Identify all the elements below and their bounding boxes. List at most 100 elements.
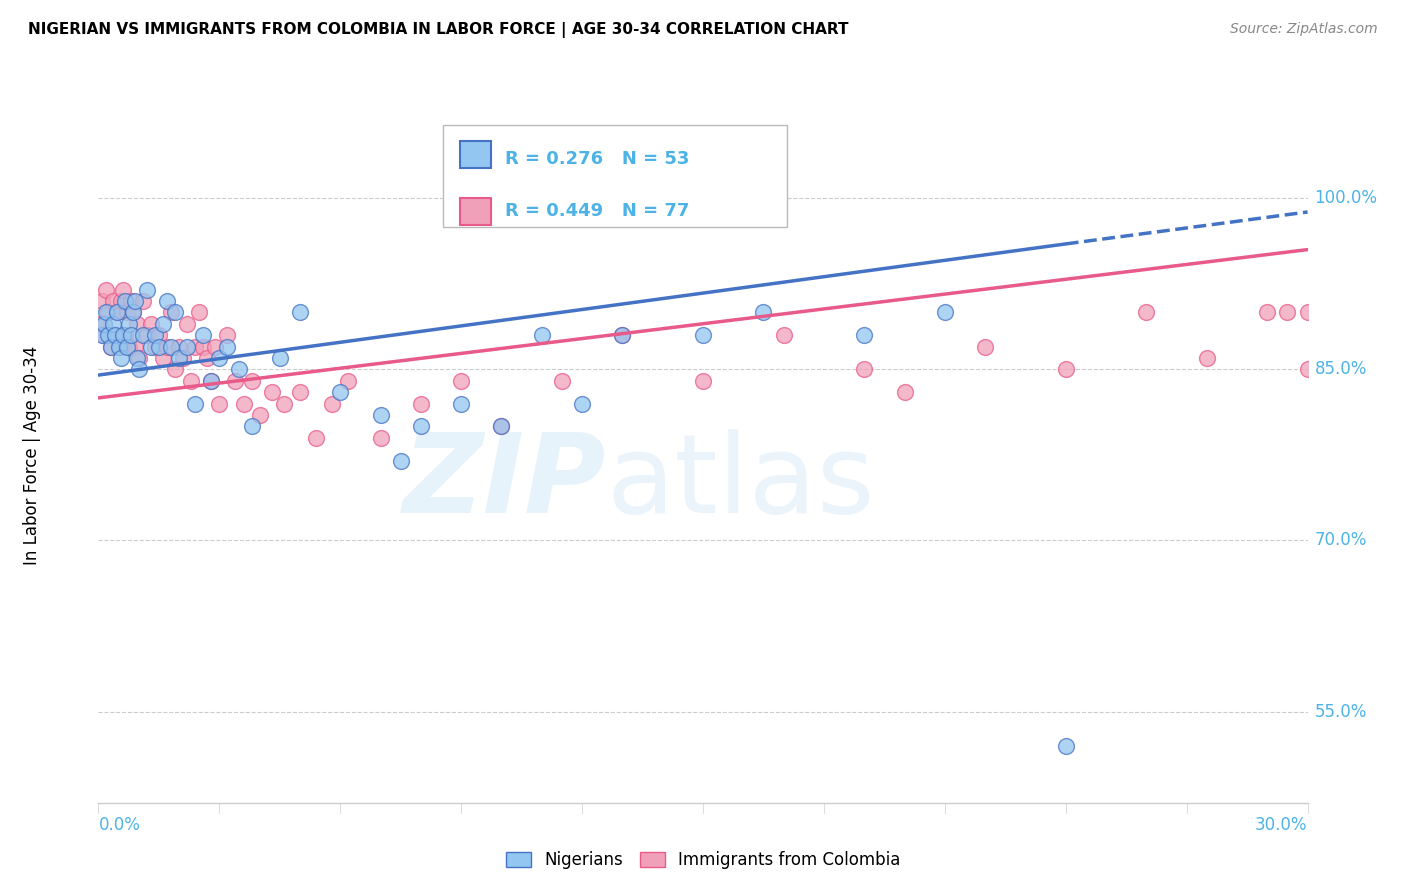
- Point: [139, 340, 162, 354]
- Point: [160, 305, 183, 319]
- Point: [135, 283, 157, 297]
- Text: 85.0%: 85.0%: [1315, 360, 1367, 378]
- Point: [208, 351, 231, 365]
- Point: [232, 396, 254, 410]
- Point: [176, 317, 198, 331]
- Point: [1135, 305, 1157, 319]
- Point: [329, 385, 352, 400]
- Point: [148, 340, 170, 354]
- Point: [132, 328, 155, 343]
- Point: [491, 419, 513, 434]
- Point: [103, 328, 125, 343]
- Point: [224, 374, 246, 388]
- Point: [692, 328, 714, 343]
- Point: [409, 419, 432, 434]
- Point: [111, 283, 134, 297]
- Point: [409, 396, 432, 410]
- Point: [1195, 351, 1218, 365]
- Point: [389, 453, 412, 467]
- Point: [692, 374, 714, 388]
- Text: NIGERIAN VS IMMIGRANTS FROM COLOMBIA IN LABOR FORCE | AGE 30-34 CORRELATION CHAR: NIGERIAN VS IMMIGRANTS FROM COLOMBIA IN …: [28, 22, 849, 38]
- Point: [612, 328, 634, 343]
- Text: In Labor Force | Age 30-34: In Labor Force | Age 30-34: [22, 345, 41, 565]
- Point: [132, 293, 155, 308]
- Point: [288, 385, 311, 400]
- Text: 0.0%: 0.0%: [98, 816, 141, 834]
- Point: [103, 328, 125, 343]
- Point: [160, 340, 183, 354]
- Point: [491, 419, 513, 434]
- Point: [1316, 328, 1339, 343]
- Point: [100, 340, 122, 354]
- Point: [128, 351, 150, 365]
- Point: [156, 340, 179, 354]
- Point: [450, 374, 472, 388]
- Point: [193, 328, 215, 343]
- Point: [152, 351, 174, 365]
- Point: [97, 328, 120, 343]
- Point: [193, 340, 215, 354]
- Text: ZIP: ZIP: [402, 429, 606, 536]
- Point: [120, 328, 142, 343]
- Point: [934, 305, 956, 319]
- Point: [167, 351, 190, 365]
- Point: [612, 328, 634, 343]
- Point: [1376, 305, 1399, 319]
- Text: 55.0%: 55.0%: [1315, 703, 1367, 721]
- Point: [184, 396, 207, 410]
- Point: [91, 293, 114, 308]
- Point: [273, 396, 295, 410]
- Point: [204, 340, 226, 354]
- Point: [772, 328, 794, 343]
- Point: [200, 374, 222, 388]
- Point: [180, 374, 202, 388]
- Point: [143, 328, 166, 343]
- Point: [163, 362, 186, 376]
- Point: [101, 317, 124, 331]
- Point: [370, 408, 392, 422]
- Point: [143, 340, 166, 354]
- Point: [125, 351, 148, 365]
- Point: [101, 293, 124, 308]
- Text: 70.0%: 70.0%: [1315, 532, 1367, 549]
- Point: [217, 328, 239, 343]
- Point: [1054, 362, 1077, 376]
- Point: [321, 396, 343, 410]
- Text: 100.0%: 100.0%: [1315, 189, 1378, 207]
- Point: [135, 328, 157, 343]
- Point: [96, 283, 118, 297]
- Point: [105, 305, 128, 319]
- Point: [240, 374, 263, 388]
- Point: [1357, 340, 1379, 354]
- Point: [114, 293, 136, 308]
- Point: [551, 374, 574, 388]
- Point: [115, 340, 138, 354]
- Point: [176, 340, 198, 354]
- Point: [139, 317, 162, 331]
- Point: [1256, 305, 1278, 319]
- Point: [93, 317, 115, 331]
- Point: [188, 305, 211, 319]
- Point: [228, 362, 250, 376]
- Point: [111, 328, 134, 343]
- Point: [100, 340, 122, 354]
- Point: [115, 305, 138, 319]
- Point: [128, 362, 150, 376]
- Point: [89, 317, 111, 331]
- Point: [1296, 305, 1319, 319]
- Point: [96, 305, 118, 319]
- Point: [156, 293, 179, 308]
- Point: [249, 408, 271, 422]
- Point: [152, 317, 174, 331]
- Point: [269, 351, 291, 365]
- Point: [118, 317, 141, 331]
- Point: [97, 305, 120, 319]
- Point: [752, 305, 775, 319]
- Point: [530, 328, 553, 343]
- Point: [337, 374, 360, 388]
- Point: [124, 340, 146, 354]
- Point: [125, 317, 148, 331]
- Point: [260, 385, 283, 400]
- Point: [120, 293, 142, 308]
- Point: [163, 305, 186, 319]
